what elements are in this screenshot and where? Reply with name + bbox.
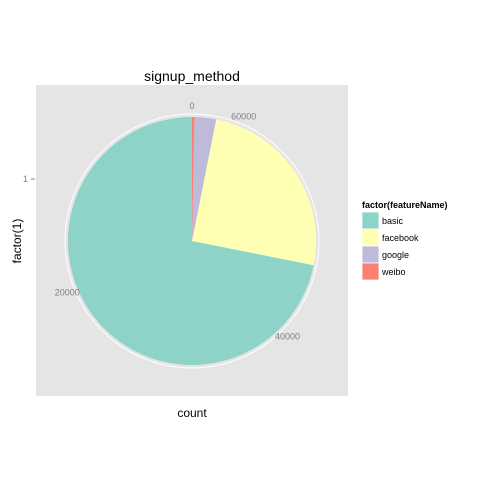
- pie-slice-google: [192, 117, 217, 241]
- y-tick-label: 1: [23, 174, 28, 184]
- legend-label-basic: basic: [382, 216, 404, 226]
- legend: factor(featureName) basic facebook google w…: [361, 200, 448, 281]
- legend-title: factor(featureName): [362, 200, 448, 210]
- chart-title: signup_method: [144, 68, 240, 84]
- legend-label-google: google: [382, 250, 409, 260]
- y-axis-title: factor(1): [10, 219, 24, 264]
- legend-items: basic facebook google weibo: [361, 211, 419, 281]
- x-axis-title: count: [177, 406, 207, 420]
- pie-slice-facebook: [192, 119, 317, 266]
- legend-label-weibo: weibo: [381, 267, 406, 277]
- legend-swatch-google: [361, 245, 380, 264]
- legend-label-facebook: facebook: [382, 233, 419, 243]
- legend-swatch-basic: [361, 211, 380, 230]
- pie-slice-basic: [68, 117, 314, 365]
- pie-slices: [68, 116, 317, 365]
- radial-tick-label: 60000: [231, 111, 256, 121]
- polar-grid-circle: [64, 113, 320, 369]
- legend-swatch-facebook: [361, 228, 380, 247]
- radial-tick-label: 0: [189, 101, 194, 111]
- legend-swatch-weibo: [361, 262, 380, 281]
- radial-tick-label: 40000: [275, 332, 300, 342]
- radial-tick-labels: 0 20000 40000 60000: [55, 101, 300, 342]
- pie-slice-weibo: [192, 116, 195, 241]
- radial-tick-label: 20000: [55, 288, 80, 298]
